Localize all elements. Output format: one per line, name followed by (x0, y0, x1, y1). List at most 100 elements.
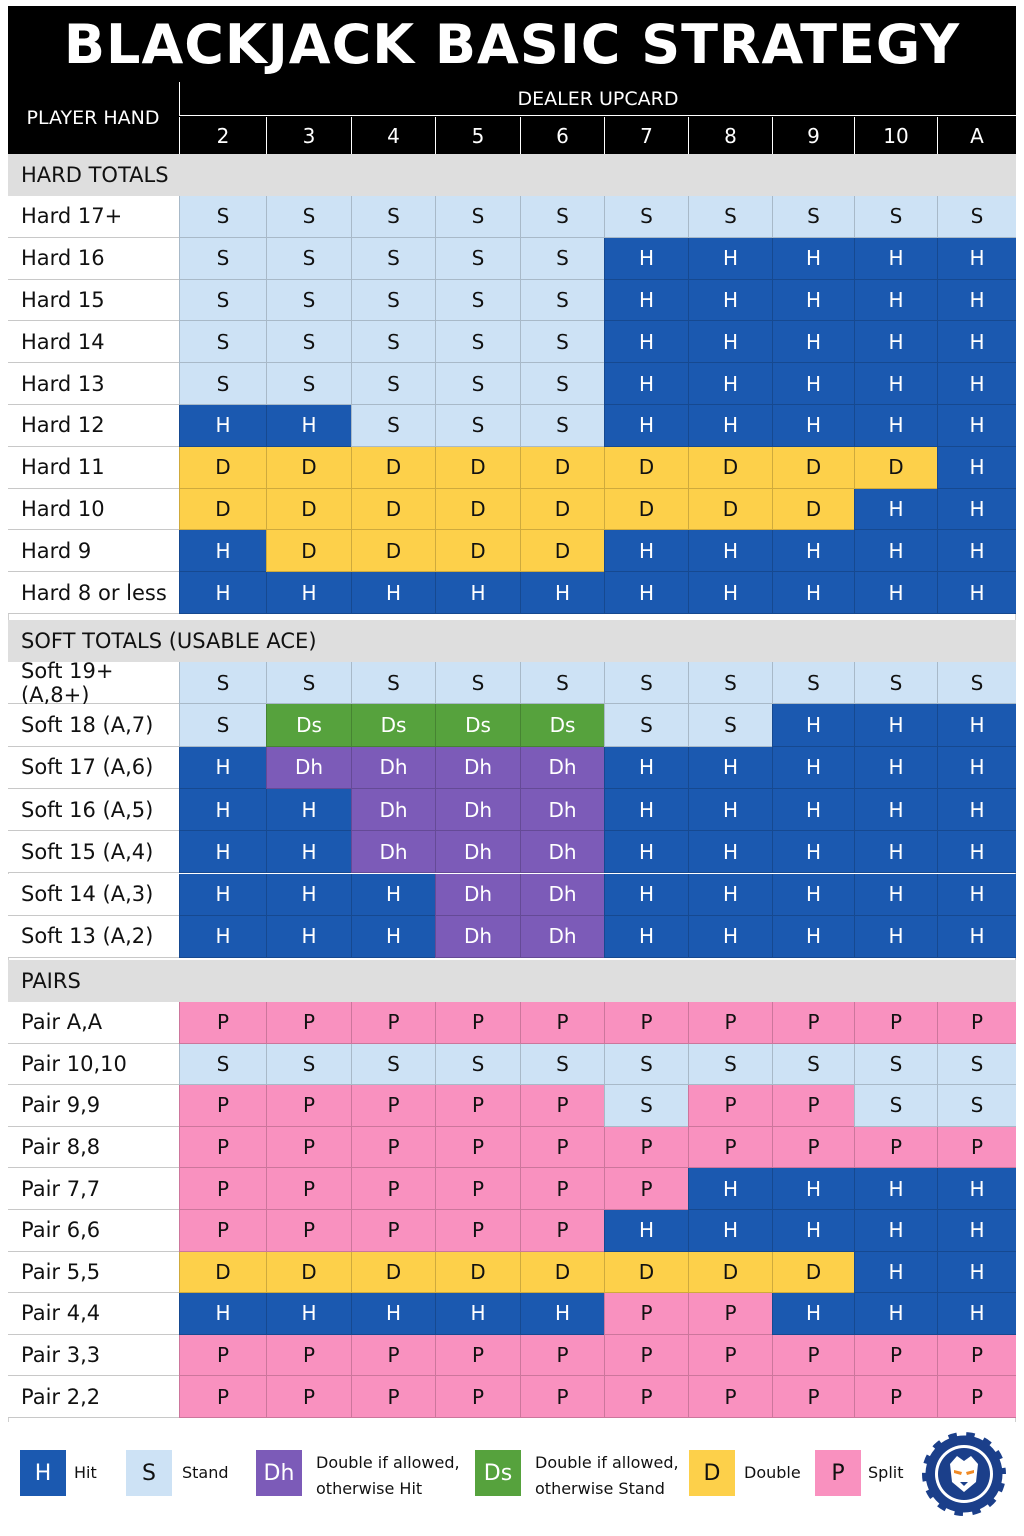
row-label: Hard 15 (8, 279, 179, 322)
strategy-cell: H (435, 572, 520, 614)
strategy-cell: P (854, 1334, 937, 1377)
strategy-cell: S (937, 196, 1016, 238)
section-header: PAIRS (8, 960, 1016, 1002)
strategy-cell: S (266, 279, 351, 322)
strategy-cell: H (604, 788, 688, 832)
upcard-header: 3 (266, 117, 351, 154)
upcard-header: 5 (435, 117, 520, 154)
row-label: Hard 10 (8, 488, 179, 531)
strategy-cell: Dh (520, 873, 604, 916)
strategy-cell: H (266, 788, 351, 832)
strategy-cell: H (179, 788, 266, 832)
strategy-cell: S (351, 363, 435, 405)
strategy-cell: Ds (520, 704, 604, 747)
strategy-cell: D (179, 488, 266, 531)
strategy-cell: P (435, 1126, 520, 1169)
strategy-row: Hard 13 S S S S S H H H H H (8, 363, 1016, 405)
row-label: Pair 8,8 (8, 1126, 179, 1169)
strategy-cell: S (435, 196, 520, 238)
legend: H Hit S Stand Dh Double if allowed, othe… (8, 1422, 1016, 1530)
strategy-cell: S (520, 321, 604, 364)
strategy-cell: P (854, 1376, 937, 1418)
strategy-cell: S (604, 662, 688, 705)
strategy-cell: H (937, 237, 1016, 280)
strategy-cell: P (772, 1126, 854, 1169)
strategy-cell: S (435, 662, 520, 705)
strategy-cell: H (772, 321, 854, 364)
strategy-cell: H (854, 915, 937, 959)
strategy-cell: S (854, 662, 937, 705)
strategy-cell: D (435, 488, 520, 531)
strategy-cell: D (351, 488, 435, 531)
strategy-cell: P (179, 1002, 266, 1044)
strategy-cell: P (351, 1376, 435, 1418)
strategy-cell: P (266, 1210, 351, 1252)
strategy-cell: S (351, 237, 435, 280)
strategy-cell: P (179, 1168, 266, 1210)
strategy-cell: H (179, 873, 266, 916)
strategy-cell: H (937, 1251, 1016, 1294)
strategy-cell: H (688, 1210, 772, 1252)
strategy-cell: S (520, 237, 604, 280)
row-label: Hard 17+ (8, 196, 179, 238)
row-label: Soft 17 (A,6) (8, 746, 179, 789)
strategy-cell: P (604, 1376, 688, 1418)
strategy-cell: D (688, 488, 772, 531)
strategy-cell: H (179, 831, 266, 874)
strategy-cell: H (772, 1210, 854, 1252)
upcard-header: 6 (520, 117, 604, 154)
strategy-cell: Dh (435, 788, 520, 832)
row-label: Pair 6,6 (8, 1210, 179, 1252)
strategy-cell: H (688, 746, 772, 789)
strategy-cell: H (351, 873, 435, 916)
strategy-cell: H (688, 530, 772, 573)
strategy-cell: D (520, 530, 604, 573)
strategy-cell: H (604, 572, 688, 614)
strategy-cell: S (772, 1043, 854, 1086)
strategy-cell: H (266, 915, 351, 959)
strategy-cell: H (179, 1293, 266, 1335)
row-label: Soft 16 (A,5) (8, 788, 179, 832)
strategy-cell: S (688, 704, 772, 747)
strategy-row: Pair 10,10 S S S S S S S S S S (8, 1043, 1016, 1086)
strategy-row: Hard 16 S S S S S H H H H H (8, 237, 1016, 280)
strategy-cell: H (937, 321, 1016, 364)
strategy-row: Soft 16 (A,5) H H Dh Dh Dh H H H H H (8, 788, 1016, 832)
strategy-cell: H (937, 746, 1016, 789)
strategy-cell: S (179, 321, 266, 364)
strategy-cell: H (520, 1293, 604, 1335)
strategy-cell: P (937, 1334, 1016, 1377)
row-label: Hard 16 (8, 237, 179, 280)
strategy-cell: D (772, 1251, 854, 1294)
dealer-upcard-header: DEALER UPCARD (179, 82, 1016, 116)
strategy-cell: H (937, 1293, 1016, 1335)
strategy-cell: S (854, 1085, 937, 1127)
strategy-cell: Dh (435, 831, 520, 874)
strategy-cell: P (854, 1002, 937, 1044)
strategy-cell: S (688, 1043, 772, 1086)
strategy-cell: S (351, 321, 435, 364)
strategy-cell: D (604, 1251, 688, 1294)
strategy-cell: H (604, 873, 688, 916)
row-label: Pair 5,5 (8, 1251, 179, 1294)
strategy-cell: P (604, 1334, 688, 1377)
strategy-cell: S (266, 237, 351, 280)
row-label: Soft 18 (A,7) (8, 704, 179, 747)
strategy-cell: P (179, 1210, 266, 1252)
strategy-cell: S (179, 704, 266, 747)
strategy-cell: P (772, 1002, 854, 1044)
legend-split-label: Split (868, 1463, 904, 1483)
strategy-cell: H (688, 363, 772, 405)
strategy-cell: H (179, 746, 266, 789)
strategy-row: Soft 14 (A,3) H H H Dh Dh H H H H H (8, 873, 1016, 916)
strategy-cell: S (937, 1085, 1016, 1127)
row-label: Soft 14 (A,3) (8, 873, 179, 916)
section-header: HARD TOTALS (8, 154, 1016, 196)
strategy-cell: H (604, 530, 688, 573)
legend-double-hit-swatch: Dh (256, 1450, 302, 1496)
row-label: Pair 2,2 (8, 1376, 179, 1418)
strategy-cell: H (854, 405, 937, 447)
strategy-cell: P (854, 1126, 937, 1169)
strategy-cell: H (179, 405, 266, 447)
strategy-cell: H (351, 572, 435, 614)
